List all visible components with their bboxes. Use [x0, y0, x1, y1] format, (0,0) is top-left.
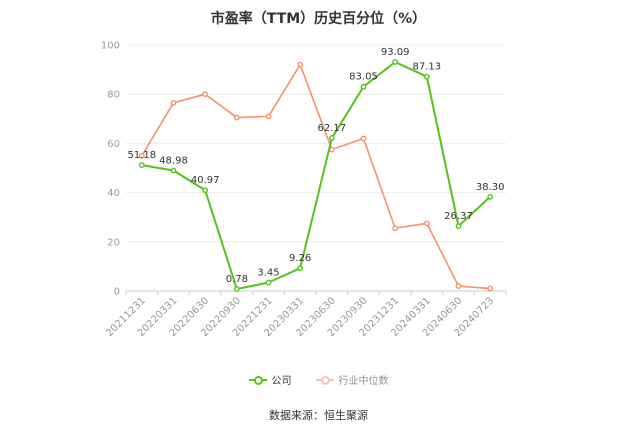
- data-point: [297, 61, 304, 68]
- x-axis: 2021123120220331202206302022093020221231…: [104, 291, 507, 339]
- data-point: [170, 99, 177, 106]
- line-chart: 0 20 40 60 80 100 202112312022033120220630202…: [101, 41, 507, 339]
- y-tick-label: 0: [114, 287, 120, 298]
- data-label: 38.30: [476, 182, 505, 193]
- data-point: [423, 220, 430, 227]
- legend-item-industry-median[interactable]: 行业中位数: [315, 372, 389, 387]
- legend: 公司 行业中位数: [0, 372, 637, 387]
- data-point: [138, 152, 145, 159]
- data-point: [138, 162, 145, 168]
- data-source: 数据来源：恒生聚源: [269, 409, 368, 422]
- y-tick-label: 80: [107, 90, 120, 101]
- y-axis: 0 20 40 60 80 100: [101, 41, 120, 298]
- data-point: [297, 265, 304, 272]
- data-point: [455, 223, 462, 230]
- data-label: 9.26: [289, 253, 311, 264]
- data-point: [360, 83, 367, 90]
- data-point: [360, 135, 367, 142]
- legend-label-company: 公司: [271, 376, 292, 387]
- data-point: [455, 283, 462, 289]
- data-label: 26.37: [444, 211, 473, 222]
- y-tick-label: 60: [107, 139, 120, 150]
- series-line: [141, 63, 491, 290]
- grid-lines: [126, 44, 506, 292]
- y-tick-label: 40: [107, 188, 120, 199]
- data-label: 93.09: [381, 47, 410, 58]
- data-point: [487, 193, 494, 200]
- data-point: [392, 59, 399, 65]
- y-tick-label: 20: [107, 237, 120, 248]
- data-point: [328, 135, 335, 141]
- data-point: [202, 187, 209, 194]
- legend-swatch-company: [248, 375, 267, 385]
- data-label: 3.45: [257, 268, 279, 279]
- data-label: 83.05: [349, 72, 378, 83]
- data-point: [487, 285, 494, 292]
- legend-swatch-industry-median: [315, 375, 334, 385]
- chart-title: 市盈率（TTM）历史百分位（%）: [210, 11, 427, 27]
- data-label: 62.17: [318, 123, 347, 134]
- series-line: [141, 60, 491, 291]
- data-label: 48.98: [159, 156, 188, 167]
- data-label: 0.78: [226, 274, 248, 285]
- data-label: 40.97: [191, 175, 220, 186]
- data-point: [392, 225, 399, 232]
- legend-label-industry-median: 行业中位数: [338, 376, 389, 387]
- data-point: [233, 286, 240, 292]
- data-point: [265, 113, 272, 120]
- data-point: [265, 279, 272, 286]
- data-point: [202, 91, 209, 98]
- data-point: [233, 114, 240, 121]
- y-tick-label: 100: [101, 41, 120, 52]
- data-point: [423, 73, 430, 80]
- data-point: [170, 167, 177, 174]
- data-label: 87.13: [413, 62, 442, 73]
- legend-item-company[interactable]: 公司: [248, 372, 292, 387]
- data-label: 51.18: [128, 150, 157, 161]
